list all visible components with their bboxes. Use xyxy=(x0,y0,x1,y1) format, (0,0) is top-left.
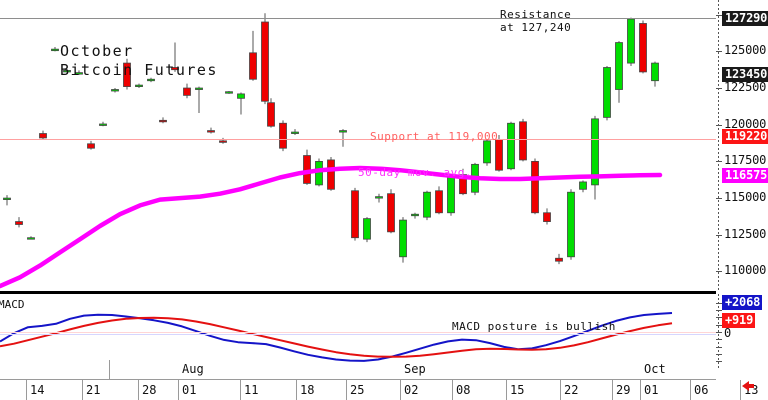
x-axis-tick: 08 xyxy=(452,380,506,400)
price-tick-label: 117500 xyxy=(724,153,767,167)
x-axis-tick-label: 29 xyxy=(616,383,631,397)
x-axis: 14 21 28 01 11 18 25 02 08 15 22 29 01 06 13 xyxy=(0,379,758,400)
macd-zero-label: 0 xyxy=(724,326,732,340)
price-tick-label: 110000 xyxy=(724,263,767,277)
support-line xyxy=(0,139,768,140)
last-price-label: 123450 xyxy=(722,67,768,82)
x-axis-tick: 01 xyxy=(640,380,690,400)
price-axis: 125000 122500 120000 117500 115000 112500 1100… xyxy=(716,0,768,292)
macd-value-label: +2068 xyxy=(722,295,763,310)
macd-panel-label: MACD xyxy=(0,298,25,311)
price-candlestick-plot xyxy=(0,13,663,289)
macd-posture-annotation: MACD posture is bullish xyxy=(452,320,616,333)
price-axis-tick xyxy=(716,271,722,272)
signal-value-label: +919 xyxy=(722,313,756,328)
x-axis-tick: 22 xyxy=(560,380,612,400)
price-axis-tick xyxy=(716,15,722,16)
price-axis-tick xyxy=(716,51,722,52)
price-axis-tick xyxy=(716,235,722,236)
x-axis-tick-label: 15 xyxy=(510,383,525,397)
resistance-line xyxy=(0,18,768,19)
x-axis-tick: 29 xyxy=(612,380,640,400)
macd-zero-line xyxy=(0,332,768,333)
x-axis-tick-label: 18 xyxy=(300,383,315,397)
macd-axis: +2068 +919 0 xyxy=(716,294,768,370)
x-axis-tick: 21 xyxy=(82,380,138,400)
x-axis-tick-label: 06 xyxy=(694,383,709,397)
macd-axis-tick xyxy=(716,339,722,340)
x-axis-tick: 11 xyxy=(240,380,296,400)
x-axis-tick: 14 xyxy=(26,380,82,400)
right-arrow-tail-icon xyxy=(749,384,754,388)
macd-axis-tick xyxy=(716,325,722,326)
price-tick-label: 120000 xyxy=(724,117,767,131)
x-axis-month-label: Aug xyxy=(182,362,204,376)
x-axis-month-label: Sep xyxy=(404,362,426,376)
price-tick-label: 125000 xyxy=(724,43,767,57)
x-axis-tick: 02 xyxy=(400,380,452,400)
x-axis-tick-label: 02 xyxy=(404,383,419,397)
price-axis-tick xyxy=(716,88,722,89)
x-axis-tick: 01 xyxy=(178,380,240,400)
panel-divider xyxy=(0,291,716,294)
x-axis-tick-label: 01 xyxy=(182,383,197,397)
x-axis-tick-label: 14 xyxy=(30,383,45,397)
support-price-label: 119220 xyxy=(722,129,768,144)
x-axis-month-label: Oct xyxy=(644,362,666,376)
price-axis-tick xyxy=(716,161,722,162)
macd-axis-tick xyxy=(716,361,722,362)
support-annotation: Support at 119,000 xyxy=(370,130,499,143)
chart-title-line2: Bitcoin Futures xyxy=(60,61,218,79)
price-axis-tick xyxy=(716,125,722,126)
price-tick-label: 122500 xyxy=(724,80,767,94)
macd-axis-tick xyxy=(716,310,722,311)
x-axis-tick: 15 xyxy=(506,380,560,400)
x-axis-tick-label: 25 xyxy=(350,383,365,397)
x-axis-tick-label: 08 xyxy=(456,383,471,397)
macd-axis-tick xyxy=(716,317,722,318)
macd-axis-tick xyxy=(716,303,722,304)
price-axis-spine xyxy=(718,0,719,292)
price-panel xyxy=(0,13,663,289)
macd-zero-line-secondary xyxy=(0,334,768,335)
right-arrow-icon xyxy=(742,381,749,391)
price-axis-tick xyxy=(716,198,722,199)
resistance-price-label: 127290 xyxy=(722,11,768,26)
x-axis-tick-label: 01 xyxy=(644,383,659,397)
resistance-annotation: Resistance at 127,240 xyxy=(500,8,572,34)
macd-axis-tick xyxy=(716,354,722,355)
price-tick-label: 115000 xyxy=(724,190,767,204)
x-axis-tick-label: 28 xyxy=(142,383,157,397)
x-axis-tick: 06 xyxy=(690,380,740,400)
moving-average-price-label: 116575 xyxy=(722,168,768,183)
macd-plot xyxy=(0,312,673,362)
x-axis-tick-label: 21 xyxy=(86,383,101,397)
x-axis-tick: 28 xyxy=(138,380,178,400)
moving-average-annotation: 50-day mov. avg. xyxy=(358,166,472,179)
page-title: October Bitcoin Futures xyxy=(60,42,218,80)
price-tick-label: 112500 xyxy=(724,227,767,241)
x-axis-tick: 25 xyxy=(346,380,400,400)
x-axis-tick-label: 11 xyxy=(244,383,259,397)
x-axis-tick-label: 22 xyxy=(564,383,579,397)
chart-title-line1: October xyxy=(60,42,134,60)
macd-axis-tick xyxy=(716,332,722,333)
x-axis-tick: 18 xyxy=(296,380,346,400)
macd-axis-tick xyxy=(716,347,722,348)
